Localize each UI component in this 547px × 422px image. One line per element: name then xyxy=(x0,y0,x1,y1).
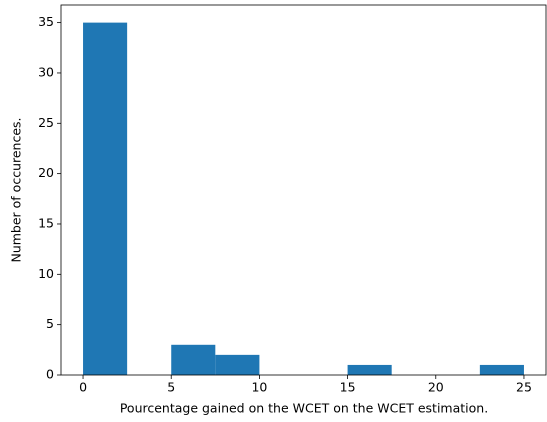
y-tick-label: 30 xyxy=(38,64,54,79)
y-tick-label: 25 xyxy=(38,115,54,130)
y-tick-label: 5 xyxy=(46,316,54,331)
axes-frame xyxy=(60,4,547,376)
bar xyxy=(479,364,524,375)
y-tick-label: 35 xyxy=(38,14,54,29)
bar xyxy=(347,364,392,375)
x-tick-label: 5 xyxy=(167,380,175,395)
x-axis-label: Pourcentage gained on the WCET on the WC… xyxy=(120,401,488,416)
x-tick-label: 10 xyxy=(251,380,267,395)
x-tick-label: 0 xyxy=(79,380,87,395)
x-tick-label: 25 xyxy=(516,380,532,395)
y-tick-label: 0 xyxy=(46,367,54,382)
y-tick-label: 20 xyxy=(38,165,54,180)
bar xyxy=(171,344,216,375)
bar xyxy=(215,354,260,375)
bar xyxy=(83,22,128,375)
y-axis-label: Number of occurences. xyxy=(9,117,24,262)
y-tick-label: 10 xyxy=(38,266,54,281)
x-tick-label: 15 xyxy=(340,380,356,395)
x-tick-label: 20 xyxy=(428,380,444,395)
y-tick-label: 15 xyxy=(38,215,54,230)
